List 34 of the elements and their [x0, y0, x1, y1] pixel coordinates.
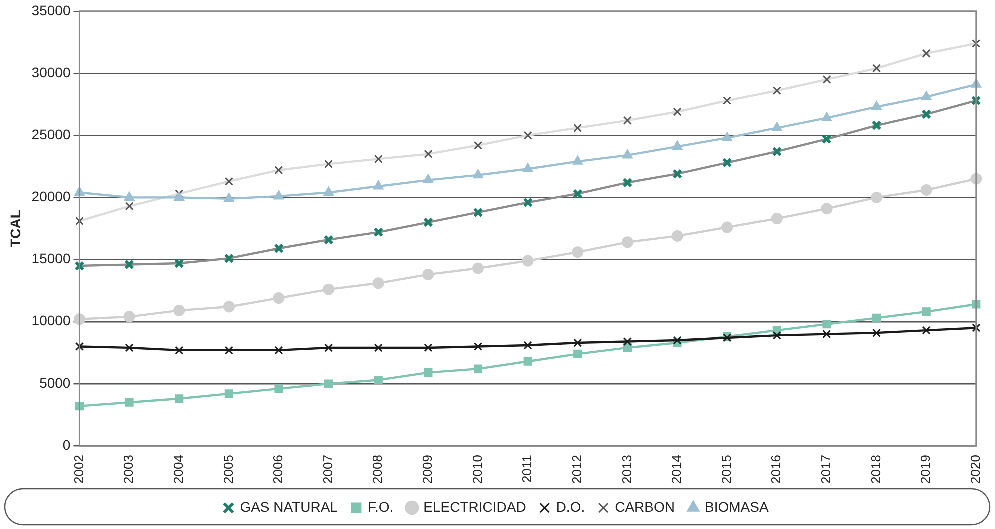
x-tick-label: 2019: [918, 455, 934, 484]
legend-label: ELECTRICIDAD: [424, 498, 526, 515]
x-tick-label: 2017: [818, 455, 834, 484]
x-tick-label: 2005: [220, 455, 236, 484]
x-tick-label: 2013: [619, 455, 634, 484]
legend-label: CARBON: [615, 498, 676, 515]
legend-label: BIOMASA: [705, 498, 770, 515]
y-tick-label: 35000: [32, 2, 71, 18]
x-tick-label: 2010: [470, 455, 485, 484]
legend-label: D.O.: [556, 498, 586, 515]
y-tick-label: 10000: [32, 312, 71, 329]
y-tick-label: 30000: [32, 64, 71, 80]
x-tick-label: 2016: [768, 455, 784, 484]
legend-label: GAS NATURAL: [240, 498, 338, 515]
x-tick-label: 2006: [270, 455, 286, 484]
x-tick-label: 2011: [520, 455, 535, 484]
x-tick-label: 2014: [669, 455, 684, 484]
x-tick-label: 2003: [121, 455, 136, 484]
y-tick-label: 0: [62, 436, 71, 453]
x-tick-label: 2018: [868, 455, 884, 484]
x-tick-label: 2007: [320, 455, 336, 484]
x-tick-label: 2015: [718, 455, 734, 484]
x-tick-label: 2002: [71, 455, 86, 484]
x-tick-label: 2008: [370, 455, 386, 484]
y-tick-label: 15000: [32, 250, 71, 267]
x-tick-label: 2020: [968, 455, 983, 484]
y-axis-title: TCAL: [7, 210, 24, 248]
x-tick-label: 2004: [170, 455, 186, 484]
legend-label: F.O.: [368, 498, 394, 515]
y-tick-label: 20000: [32, 188, 71, 205]
x-tick-label: 2012: [569, 455, 584, 484]
y-tick-label: 5000: [40, 374, 71, 391]
x-tick-label: 2009: [420, 455, 436, 484]
y-tick-label: 25000: [32, 126, 71, 142]
